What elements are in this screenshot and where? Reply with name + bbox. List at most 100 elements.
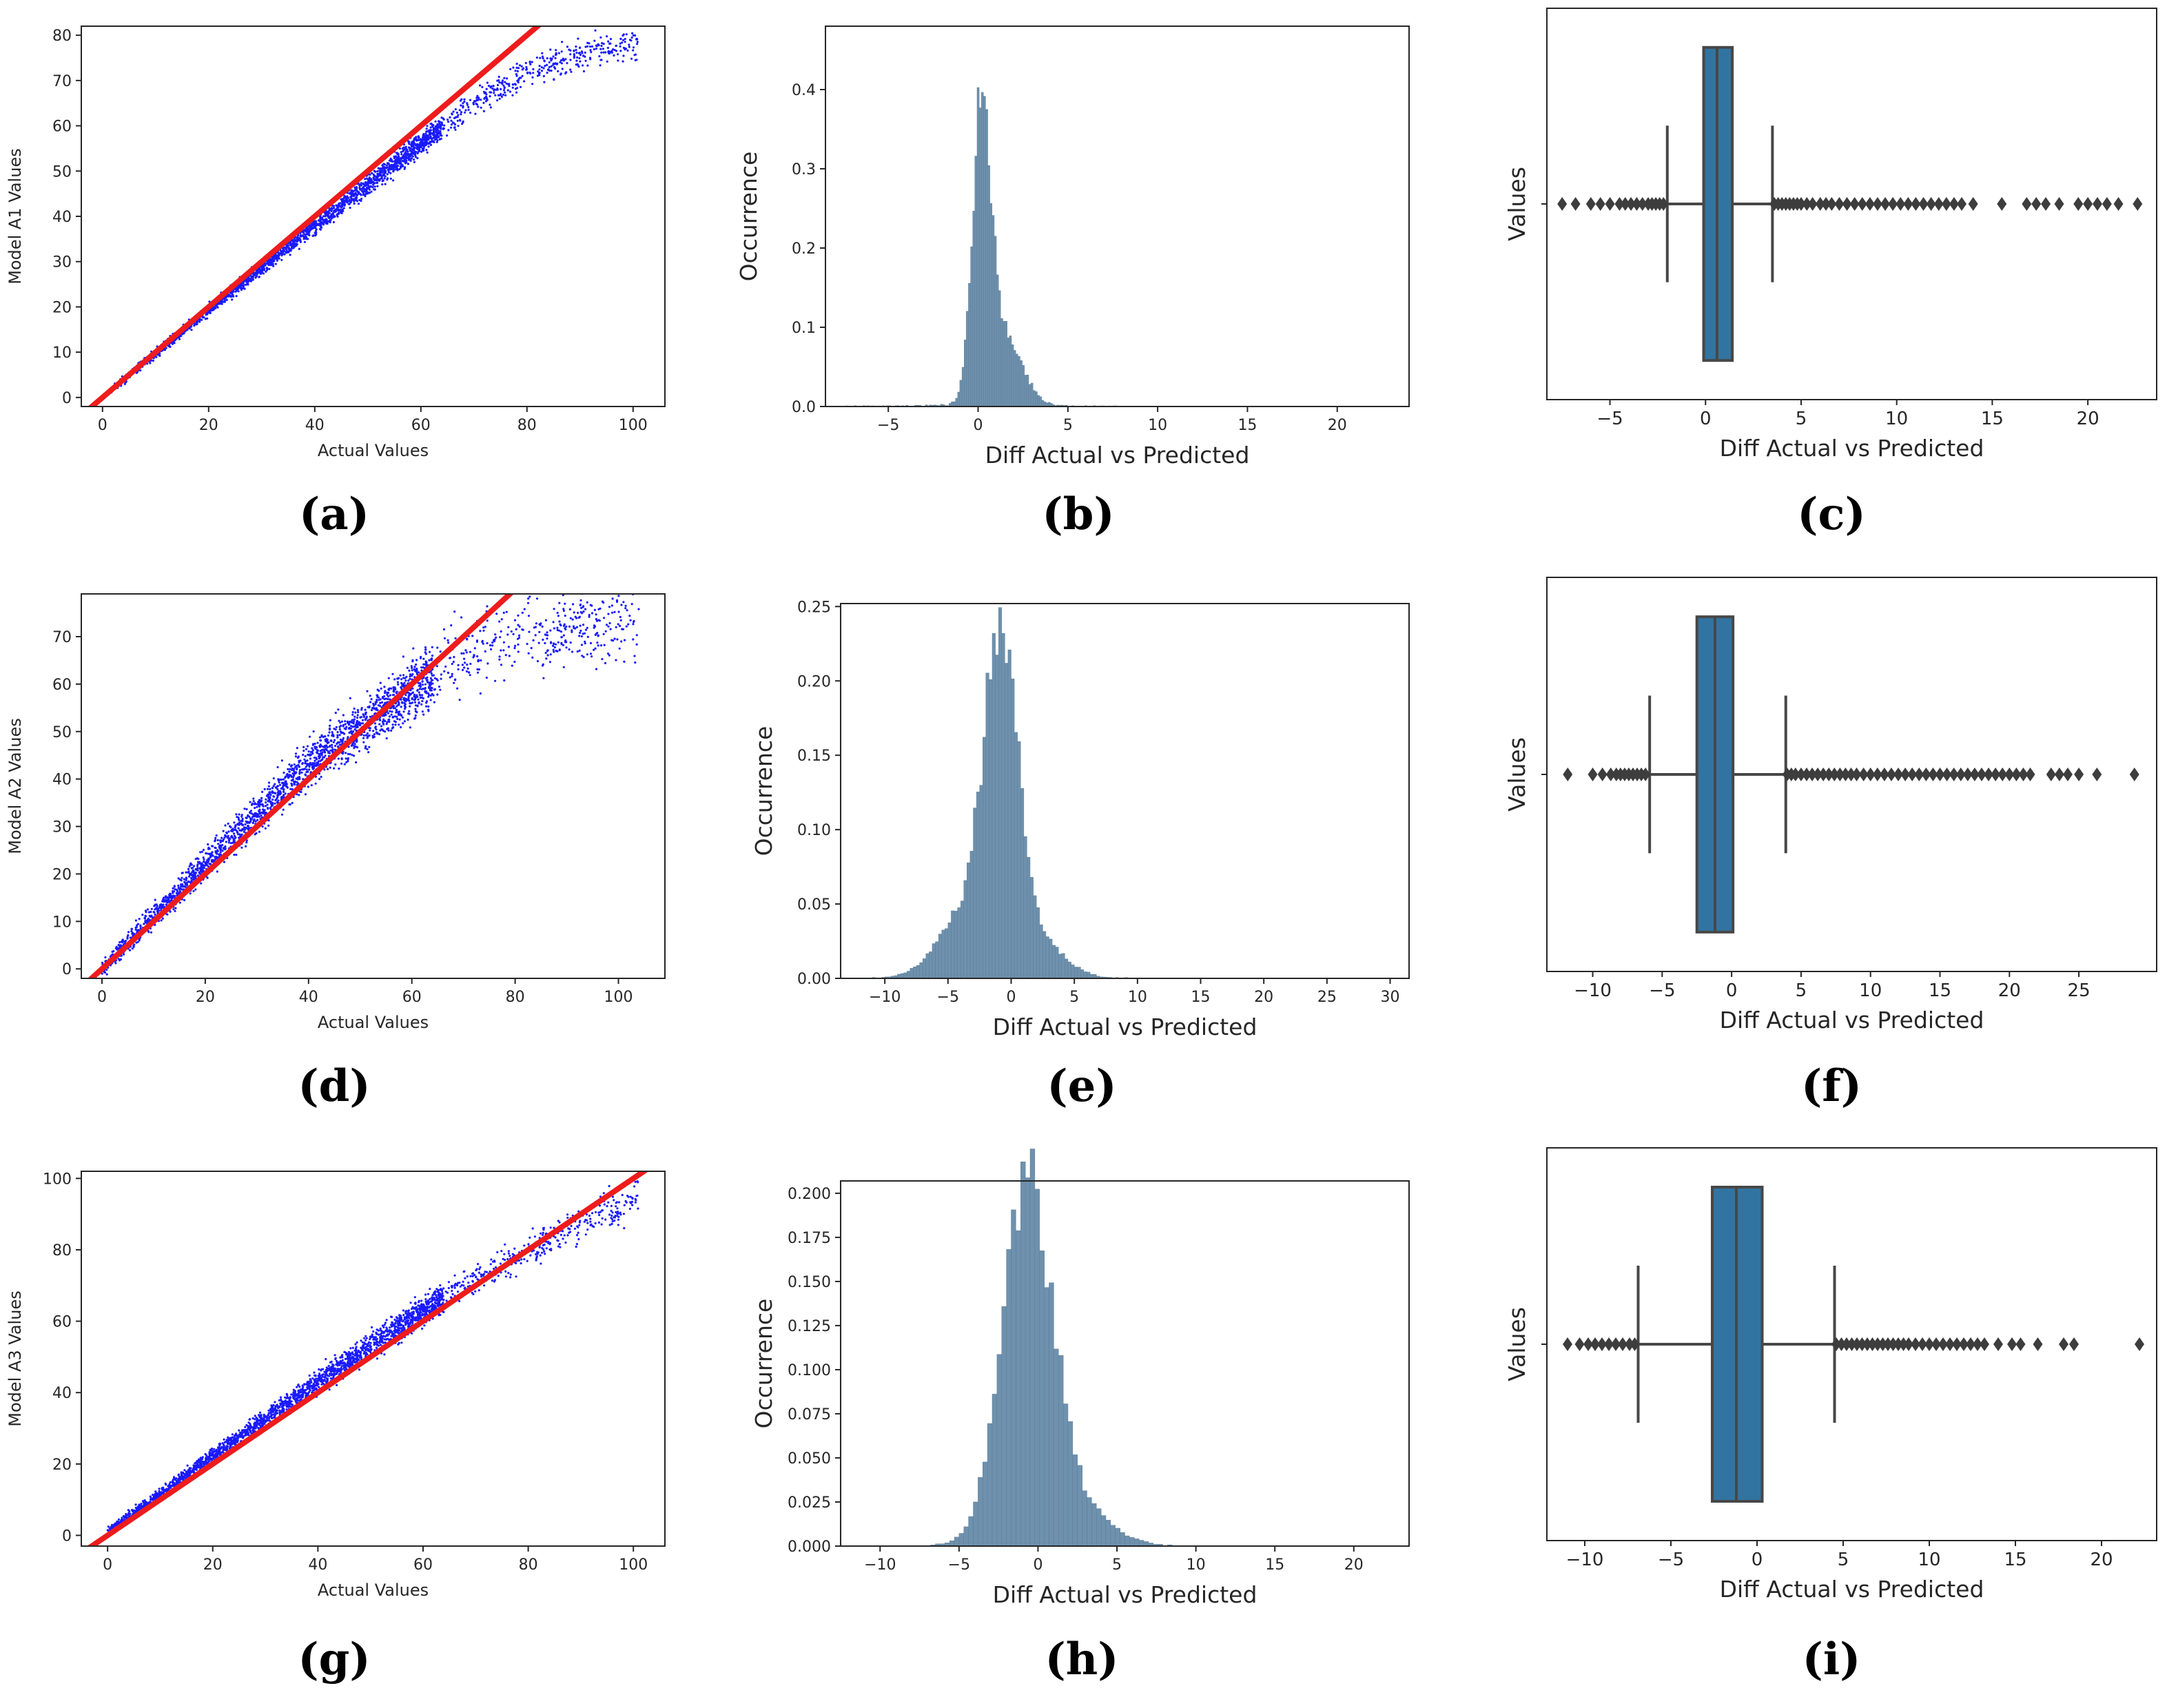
scatter-point (604, 630, 607, 632)
scatter-point (260, 811, 263, 814)
scatter-point (439, 688, 442, 691)
scatter-point (245, 820, 247, 823)
scatter-point (556, 589, 558, 591)
scatter-point (263, 788, 266, 790)
scatter-point (415, 672, 419, 675)
scatter-point (464, 111, 466, 114)
scatter-point (353, 194, 356, 196)
scatter-point (582, 610, 585, 613)
scatter-point (330, 740, 333, 743)
scatter-point (146, 908, 149, 911)
scatter-point (205, 862, 208, 865)
scatter-point (630, 603, 633, 606)
scatter-point (395, 692, 398, 694)
scatter-point (434, 120, 437, 123)
scatter-point (191, 871, 194, 874)
scatter-point (598, 619, 602, 622)
scatter-point (267, 824, 270, 827)
scatter-point (430, 659, 433, 661)
scatter-point (469, 662, 472, 666)
scatter-point (544, 619, 548, 621)
outlier-marker (1658, 197, 1669, 211)
scatter-point (500, 95, 504, 99)
outlier-marker (1595, 197, 1605, 211)
scatter-point (329, 221, 331, 224)
scatter-point (283, 771, 285, 774)
scatter-point (392, 179, 395, 182)
scatter-point (337, 209, 340, 212)
scatter-point (269, 263, 271, 266)
scatter-point (371, 186, 374, 189)
axes-frame (825, 25, 1410, 407)
scatter-point (272, 795, 275, 798)
scatter-point (443, 637, 446, 640)
scatter-point (324, 214, 327, 217)
scatter-point (252, 797, 255, 800)
scatter-point (318, 736, 322, 739)
scatter-point (554, 56, 557, 60)
scatter-point (542, 677, 545, 679)
outlier-marker (1997, 197, 2007, 211)
scatter-point (401, 685, 404, 688)
scatter-point (101, 972, 103, 975)
scatter-point (101, 961, 104, 964)
outlier-marker (1903, 197, 1913, 211)
scatter-point (278, 254, 280, 256)
scatter-point (451, 672, 453, 676)
scatter-point (602, 51, 605, 54)
scatter-point (233, 832, 236, 835)
scatter-point (544, 641, 546, 645)
scatter-point (344, 723, 347, 726)
scatter-point (490, 648, 493, 651)
scatter-point (387, 169, 389, 172)
scatter-point (484, 95, 488, 98)
scatter-point (245, 807, 248, 811)
scatter-point (271, 264, 274, 267)
scatter-point (411, 692, 414, 694)
scatter-point (555, 643, 557, 646)
scatter-point (245, 841, 248, 844)
scatter-point (513, 619, 517, 621)
scatter-point (466, 102, 469, 105)
scatter-point (568, 608, 572, 611)
scatter-point (389, 694, 392, 697)
scatter-point (440, 673, 443, 676)
scatter-point (276, 257, 278, 260)
scatter-point (411, 143, 414, 147)
scatter-point (384, 690, 387, 692)
scatter-point (311, 749, 314, 752)
scatter-point (371, 180, 373, 183)
scatter-point (414, 697, 417, 699)
scatter-point (249, 801, 251, 803)
scatter-point (216, 852, 218, 855)
scatter-point (535, 622, 538, 625)
scatter-point (174, 909, 176, 912)
scatter-point (345, 200, 347, 203)
scatter-point (580, 606, 583, 610)
scatter-point (506, 89, 509, 92)
scatter-point (239, 834, 242, 836)
scatter-point (327, 734, 330, 737)
scatter-point (603, 644, 606, 646)
scatter-point (359, 723, 362, 726)
scatter-point (216, 306, 219, 309)
scatter-point (379, 719, 382, 721)
scatter-point (524, 61, 527, 65)
scatter-point (462, 105, 464, 107)
scatter-point (339, 209, 342, 212)
outlier-marker (1926, 197, 1936, 211)
scatter-point (562, 609, 566, 613)
scatter-point (276, 259, 278, 262)
scatter-point (426, 135, 429, 138)
scatter-point (498, 620, 501, 623)
scatter-point (388, 167, 391, 169)
scatter-point (548, 65, 551, 68)
scatter-point (353, 202, 356, 205)
scatter-point (482, 110, 486, 112)
scatter-point (463, 666, 466, 669)
scatter-point (207, 852, 210, 855)
scatter-point (332, 741, 335, 743)
scatter-point (260, 803, 263, 806)
scatter-point (483, 97, 486, 100)
scatter-point (408, 692, 411, 694)
